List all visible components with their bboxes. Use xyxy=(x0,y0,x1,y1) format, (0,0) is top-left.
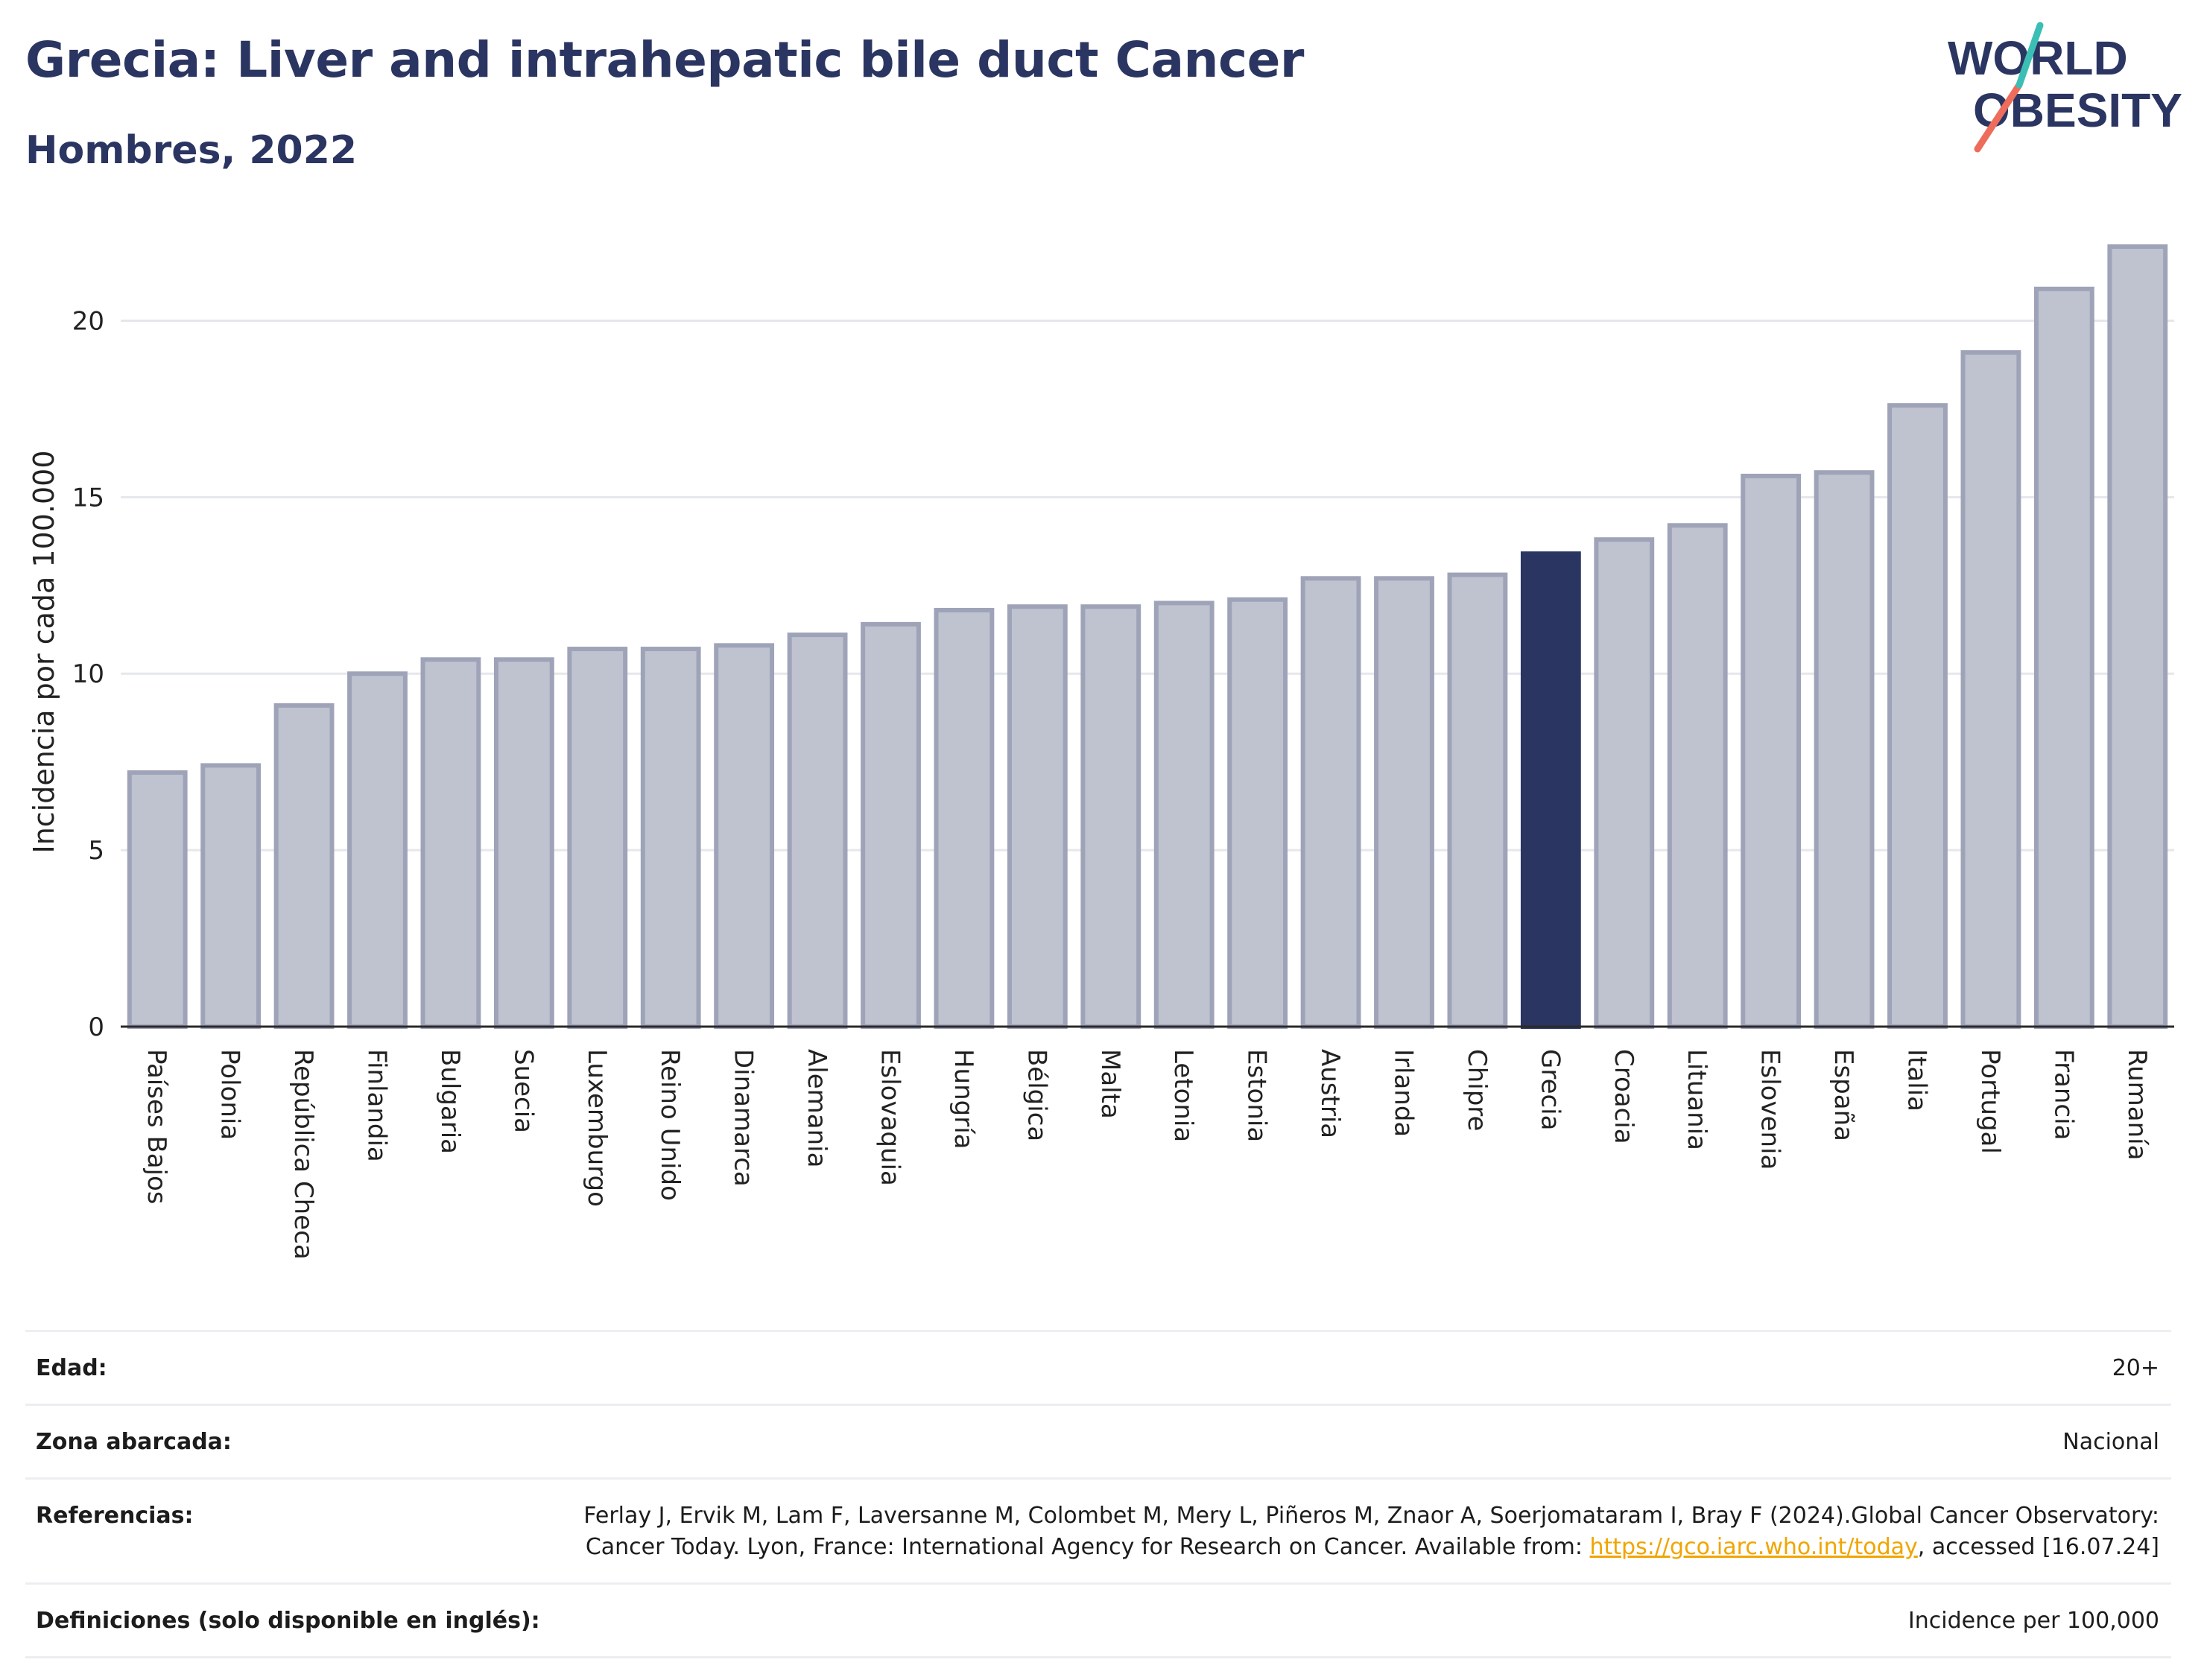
bar xyxy=(1300,576,1361,1029)
y-tick-label: 0 xyxy=(88,1012,104,1042)
x-tick-label: Irlanda xyxy=(1389,1049,1419,1137)
bar xyxy=(127,770,188,1029)
logo-word-2: OBESITY xyxy=(1973,83,2182,137)
axes: 0 5 10 15 20 Países Bajos Polonia República Che… xyxy=(72,306,2174,1260)
bar xyxy=(1594,537,1655,1029)
x-tick-label: Eslovenia xyxy=(1755,1049,1785,1170)
bar xyxy=(1374,576,1434,1029)
reference-link[interactable]: https://gco.iarc.who.int/today xyxy=(1589,1534,1918,1560)
info-row-age: Edad: 20+ xyxy=(25,1330,2171,1404)
x-tick-label: Francia xyxy=(2048,1049,2078,1140)
info-value-area: Nacional xyxy=(2062,1429,2159,1455)
bar xyxy=(200,763,262,1029)
x-tick-label: Suecia xyxy=(508,1049,538,1133)
x-tick-label: Dinamarca xyxy=(729,1049,759,1187)
bar xyxy=(347,671,408,1029)
x-tick-label: Grecia xyxy=(1535,1049,1565,1130)
y-tick-label: 10 xyxy=(72,659,104,689)
bar xyxy=(2107,244,2168,1029)
x-tick-label: Lituania xyxy=(1682,1049,1711,1150)
info-label-definitions: Definiciones (solo disponible en inglés)… xyxy=(36,1608,540,1634)
bar xyxy=(934,607,995,1029)
x-tick-label: Malta xyxy=(1095,1049,1125,1119)
chart-subtitle: Hombres, 2022 xyxy=(25,128,358,173)
world-obesity-logo: WORLD OBESITY xyxy=(1948,22,2182,153)
x-tick-label: Polonia xyxy=(215,1049,245,1140)
x-tick-label: Finlandia xyxy=(362,1049,392,1162)
bar xyxy=(273,703,335,1030)
x-tick-label: Reino Unido xyxy=(655,1049,685,1201)
info-value-age: 20+ xyxy=(2112,1355,2159,1381)
x-tick-label: España xyxy=(1828,1049,1858,1141)
bar xyxy=(1447,572,1508,1029)
bar-chart: 0 5 10 15 20 Países Bajos Polonia República Che… xyxy=(28,244,2174,1260)
bar xyxy=(2033,286,2094,1029)
x-tick-label: Italia xyxy=(1902,1049,1932,1112)
x-tick-label: Alemania xyxy=(802,1049,832,1167)
bar-highlight xyxy=(1520,551,1581,1029)
bar xyxy=(1227,597,1288,1029)
bar xyxy=(1814,470,1875,1029)
x-tick-label: Chipre xyxy=(1462,1049,1492,1131)
x-tick-label: Bulgaria xyxy=(435,1049,465,1154)
info-row-area: Zona abarcada: Nacional xyxy=(25,1404,2171,1477)
bar xyxy=(787,633,848,1029)
bar xyxy=(640,647,701,1030)
x-tick-label: Estonia xyxy=(1242,1049,1272,1142)
info-table: Edad: 20+ Zona abarcada: Nacional Refere… xyxy=(25,1330,2171,1658)
bar xyxy=(1007,604,1068,1029)
bar xyxy=(861,621,921,1029)
x-tick-label: Bélgica xyxy=(1022,1049,1051,1141)
x-tick-label: Letonia xyxy=(1168,1049,1198,1142)
bar xyxy=(1887,403,1948,1029)
bar xyxy=(493,657,554,1029)
info-label-area: Zona abarcada: xyxy=(36,1429,232,1455)
info-row-definitions: Definiciones (solo disponible en inglés)… xyxy=(25,1582,2171,1658)
y-tick-label: 5 xyxy=(88,836,104,866)
bar xyxy=(1960,350,2021,1029)
x-tick-label: Hungría xyxy=(949,1049,978,1150)
bar xyxy=(567,647,628,1030)
logo-slash-coral xyxy=(1974,81,2023,153)
x-tick-label: Portugal xyxy=(1975,1049,2005,1154)
x-tick-label: República Checa xyxy=(288,1049,318,1260)
reference-accessed: , accessed [16.07.24] xyxy=(1917,1534,2159,1560)
bars xyxy=(127,244,2168,1030)
y-axis-label: Incidencia por cada 100.000 xyxy=(28,450,60,853)
bar xyxy=(420,657,481,1029)
reference-text: Ferlay J, Ervik M, Lam F, Laversanne M, … xyxy=(583,1503,2159,1560)
x-tick-label: Luxemburgo xyxy=(582,1049,612,1207)
x-tick-label: Austria xyxy=(1315,1049,1345,1138)
logo-slash-teal xyxy=(2015,22,2044,89)
x-tick-label: Países Bajos xyxy=(142,1049,171,1205)
bar xyxy=(714,643,775,1029)
bar xyxy=(1667,523,1728,1029)
y-tick-label: 20 xyxy=(72,306,104,336)
y-tick-label: 15 xyxy=(72,483,104,513)
x-tick-label: Eslovaquia xyxy=(875,1049,905,1186)
info-label-references: Referencias: xyxy=(36,1503,194,1529)
info-value-definitions: Incidence per 100,000 xyxy=(1907,1608,2159,1634)
info-value-references: Ferlay J, Ervik M, Lam F, Laversanne M, … xyxy=(520,1500,2159,1563)
bar xyxy=(1741,473,1802,1029)
x-tick-label: Rumanía xyxy=(2122,1049,2152,1160)
bar xyxy=(1153,600,1215,1029)
x-tick-label: Croacia xyxy=(1609,1049,1638,1144)
bar xyxy=(1080,604,1141,1029)
info-row-references: Referencias: Ferlay J, Ervik M, Lam F, L… xyxy=(25,1477,2171,1582)
chart-title: Grecia: Liver and intrahepatic bile duct… xyxy=(25,31,1304,89)
info-label-age: Edad: xyxy=(36,1355,107,1381)
